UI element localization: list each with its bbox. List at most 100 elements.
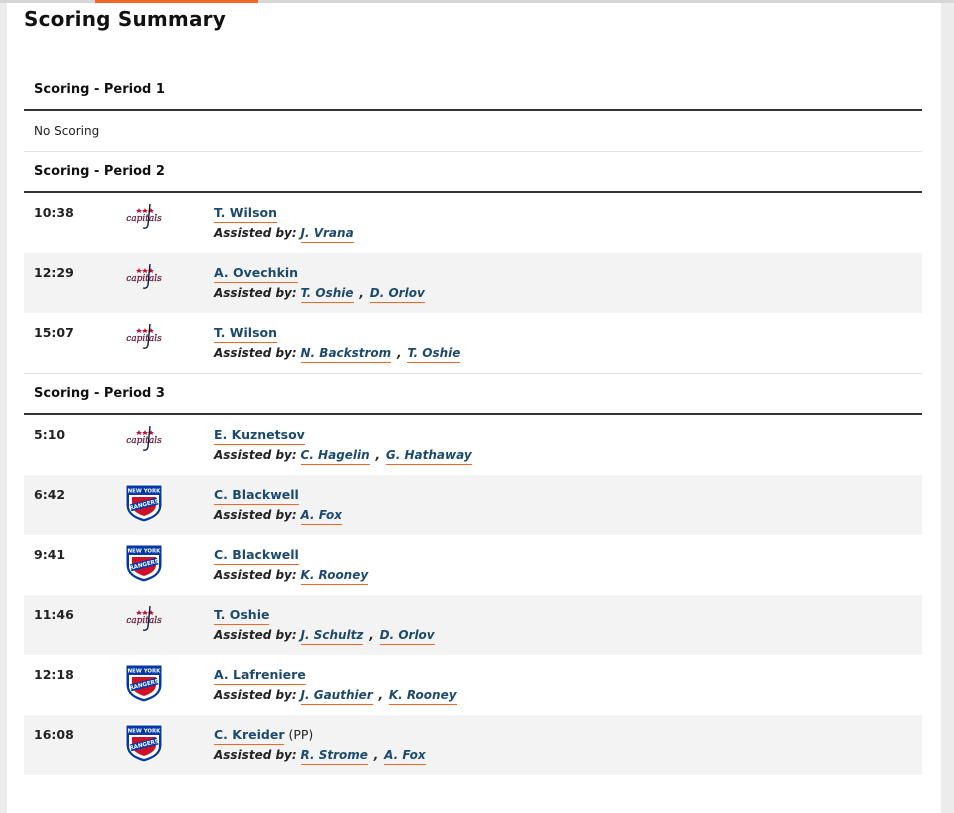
goal-row: 15:07 capitals T. Wilson Assisted by: N. Ba… [24, 313, 922, 374]
assist-link[interactable]: D. Orlov [369, 286, 425, 303]
svg-text:capitals: capitals [126, 436, 162, 446]
period-header: Scoring - Period 3 [24, 374, 922, 415]
assist-link[interactable]: G. Hathaway [385, 448, 472, 465]
scorer-line: T. Wilson [214, 205, 278, 223]
rangers-logo-icon: NEW YORK RANGERS [120, 543, 168, 583]
scorer-line: A. Ovechkin [214, 265, 299, 283]
scorer-link[interactable]: T. Wilson [214, 325, 278, 343]
active-tab-indicator [95, 0, 258, 3]
goal-time: 10:38 [34, 205, 74, 220]
scorer-link[interactable]: C. Blackwell [214, 547, 299, 565]
assisted-by-label: Assisted by: [214, 448, 297, 462]
assist-link[interactable]: J. Vrana [300, 226, 354, 243]
assist-link[interactable]: K. Rooney [300, 568, 369, 585]
scorer-link[interactable]: C. Kreider [214, 727, 285, 745]
goal-time: 11:46 [34, 607, 74, 622]
no-scoring-text: No Scoring [24, 111, 922, 152]
assisted-by-label: Assisted by: [214, 748, 297, 762]
assist-separator: , [375, 448, 381, 462]
assist-link[interactable]: T. Oshie [407, 346, 461, 363]
scorer-line: E. Kuznetsov [214, 427, 305, 445]
scorer-line: C. Blackwell [214, 547, 299, 565]
goal-time: 6:42 [34, 487, 66, 502]
assisted-by-label: Assisted by: [214, 628, 297, 642]
assist-separator: , [369, 628, 374, 642]
capitals-logo-icon: capitals [120, 603, 168, 643]
svg-text:capitals: capitals [126, 274, 162, 284]
goal-row: 9:41 NEW YORK RANGERS C. Blackwell Assisted … [24, 535, 922, 595]
assist-link[interactable]: N. Backstrom [300, 346, 392, 363]
goal-time: 9:41 [34, 547, 66, 562]
svg-text:NEW YORK: NEW YORK [128, 669, 161, 675]
assisted-by-label: Assisted by: [214, 286, 297, 300]
goal-time: 16:08 [34, 727, 74, 742]
assist-link[interactable]: A. Fox [384, 748, 426, 765]
scorer-line: C. Blackwell [214, 487, 299, 505]
assist-link[interactable]: T. Oshie [300, 286, 354, 303]
capitals-logo-icon: capitals [120, 201, 168, 241]
assisted-by-label: Assisted by: [214, 226, 297, 240]
assist-line: Assisted by: T. Oshie , D. Orlov [214, 286, 425, 303]
svg-text:capitals: capitals [126, 616, 162, 626]
goal-time: 12:18 [34, 667, 74, 682]
assist-line: Assisted by: A. Fox [214, 508, 343, 525]
assisted-by-label: Assisted by: [214, 568, 297, 582]
assist-line: Assisted by: K. Rooney [214, 568, 369, 585]
scorer-link[interactable]: T. Wilson [214, 205, 278, 223]
assist-link[interactable]: J. Gauthier [300, 688, 373, 705]
capitals-logo-icon: capitals [120, 423, 168, 463]
page-title: Scoring Summary [24, 7, 226, 31]
svg-text:capitals: capitals [126, 334, 162, 344]
assisted-by-label: Assisted by: [214, 346, 297, 360]
goal-row: 11:46 capitals T. Oshie Assisted by: J. Sch… [24, 595, 922, 655]
assist-line: Assisted by: J. Schultz , D. Orlov [214, 628, 435, 645]
assist-separator: , [397, 346, 402, 360]
scorer-link[interactable]: A. Lafreniere [214, 667, 306, 685]
goal-row: 12:29 capitals A. Ovechkin Assisted by: T. … [24, 253, 922, 313]
svg-text:NEW YORK: NEW YORK [128, 729, 161, 735]
assist-link[interactable]: D. Orlov [379, 628, 435, 645]
scoring-summary-list: Scoring - Period 1 No Scoring Scoring - Pe… [24, 70, 922, 775]
scoring-summary-panel: Scoring Summary Scoring - Period 1 No Sco… [7, 3, 941, 813]
assist-line: Assisted by: R. Strome , A. Fox [214, 748, 426, 765]
period-header: Scoring - Period 1 [24, 70, 922, 111]
goal-time: 15:07 [34, 325, 74, 340]
scorer-line: C. Kreider (PP) [214, 727, 314, 745]
assist-line: Assisted by: N. Backstrom , T. Oshie [214, 346, 461, 363]
goal-time: 5:10 [34, 427, 66, 442]
assisted-by-label: Assisted by: [214, 508, 297, 522]
scorer-line: T. Oshie [214, 607, 270, 625]
assist-link[interactable]: K. Rooney [388, 688, 457, 705]
assist-line: Assisted by: J. Gauthier , K. Rooney [214, 688, 457, 705]
assisted-by-label: Assisted by: [214, 688, 297, 702]
scorer-link[interactable]: T. Oshie [214, 607, 270, 625]
goal-row: 16:08 NEW YORK RANGERS C. Kreider (PP) Assis… [24, 715, 922, 775]
goal-row: 6:42 NEW YORK RANGERS C. Blackwell Assisted … [24, 475, 922, 535]
assist-separator: , [373, 748, 379, 762]
svg-text:NEW YORK: NEW YORK [128, 549, 161, 555]
assist-link[interactable]: J. Schultz [300, 628, 364, 645]
rangers-logo-icon: NEW YORK RANGERS [120, 483, 168, 523]
rangers-logo-icon: NEW YORK RANGERS [120, 663, 168, 703]
svg-text:NEW YORK: NEW YORK [128, 489, 161, 495]
assist-line: Assisted by: C. Hagelin , G. Hathaway [214, 448, 472, 465]
scorer-link[interactable]: A. Ovechkin [214, 265, 299, 283]
capitals-logo-icon: capitals [120, 321, 168, 361]
capitals-logo-icon: capitals [120, 261, 168, 301]
top-border [0, 0, 954, 3]
assist-link[interactable]: R. Strome [300, 748, 368, 765]
scorer-link[interactable]: E. Kuznetsov [214, 427, 305, 445]
scorer-link[interactable]: C. Blackwell [214, 487, 299, 505]
assist-line: Assisted by: J. Vrana [214, 226, 354, 243]
assist-link[interactable]: A. Fox [300, 508, 343, 525]
goal-row: 5:10 capitals E. Kuznetsov Assisted by: C. … [24, 415, 922, 475]
scorer-line: T. Wilson [214, 325, 278, 343]
assist-separator: , [378, 688, 384, 702]
scorer-line: A. Lafreniere [214, 667, 306, 685]
assist-link[interactable]: C. Hagelin [300, 448, 370, 465]
period-header: Scoring - Period 2 [24, 152, 922, 193]
power-play-tag: (PP) [288, 727, 314, 742]
svg-text:capitals: capitals [126, 214, 162, 224]
goal-time: 12:29 [34, 265, 74, 280]
goal-row: 10:38 capitals T. Wilson Assisted by: J. Vr… [24, 193, 922, 253]
